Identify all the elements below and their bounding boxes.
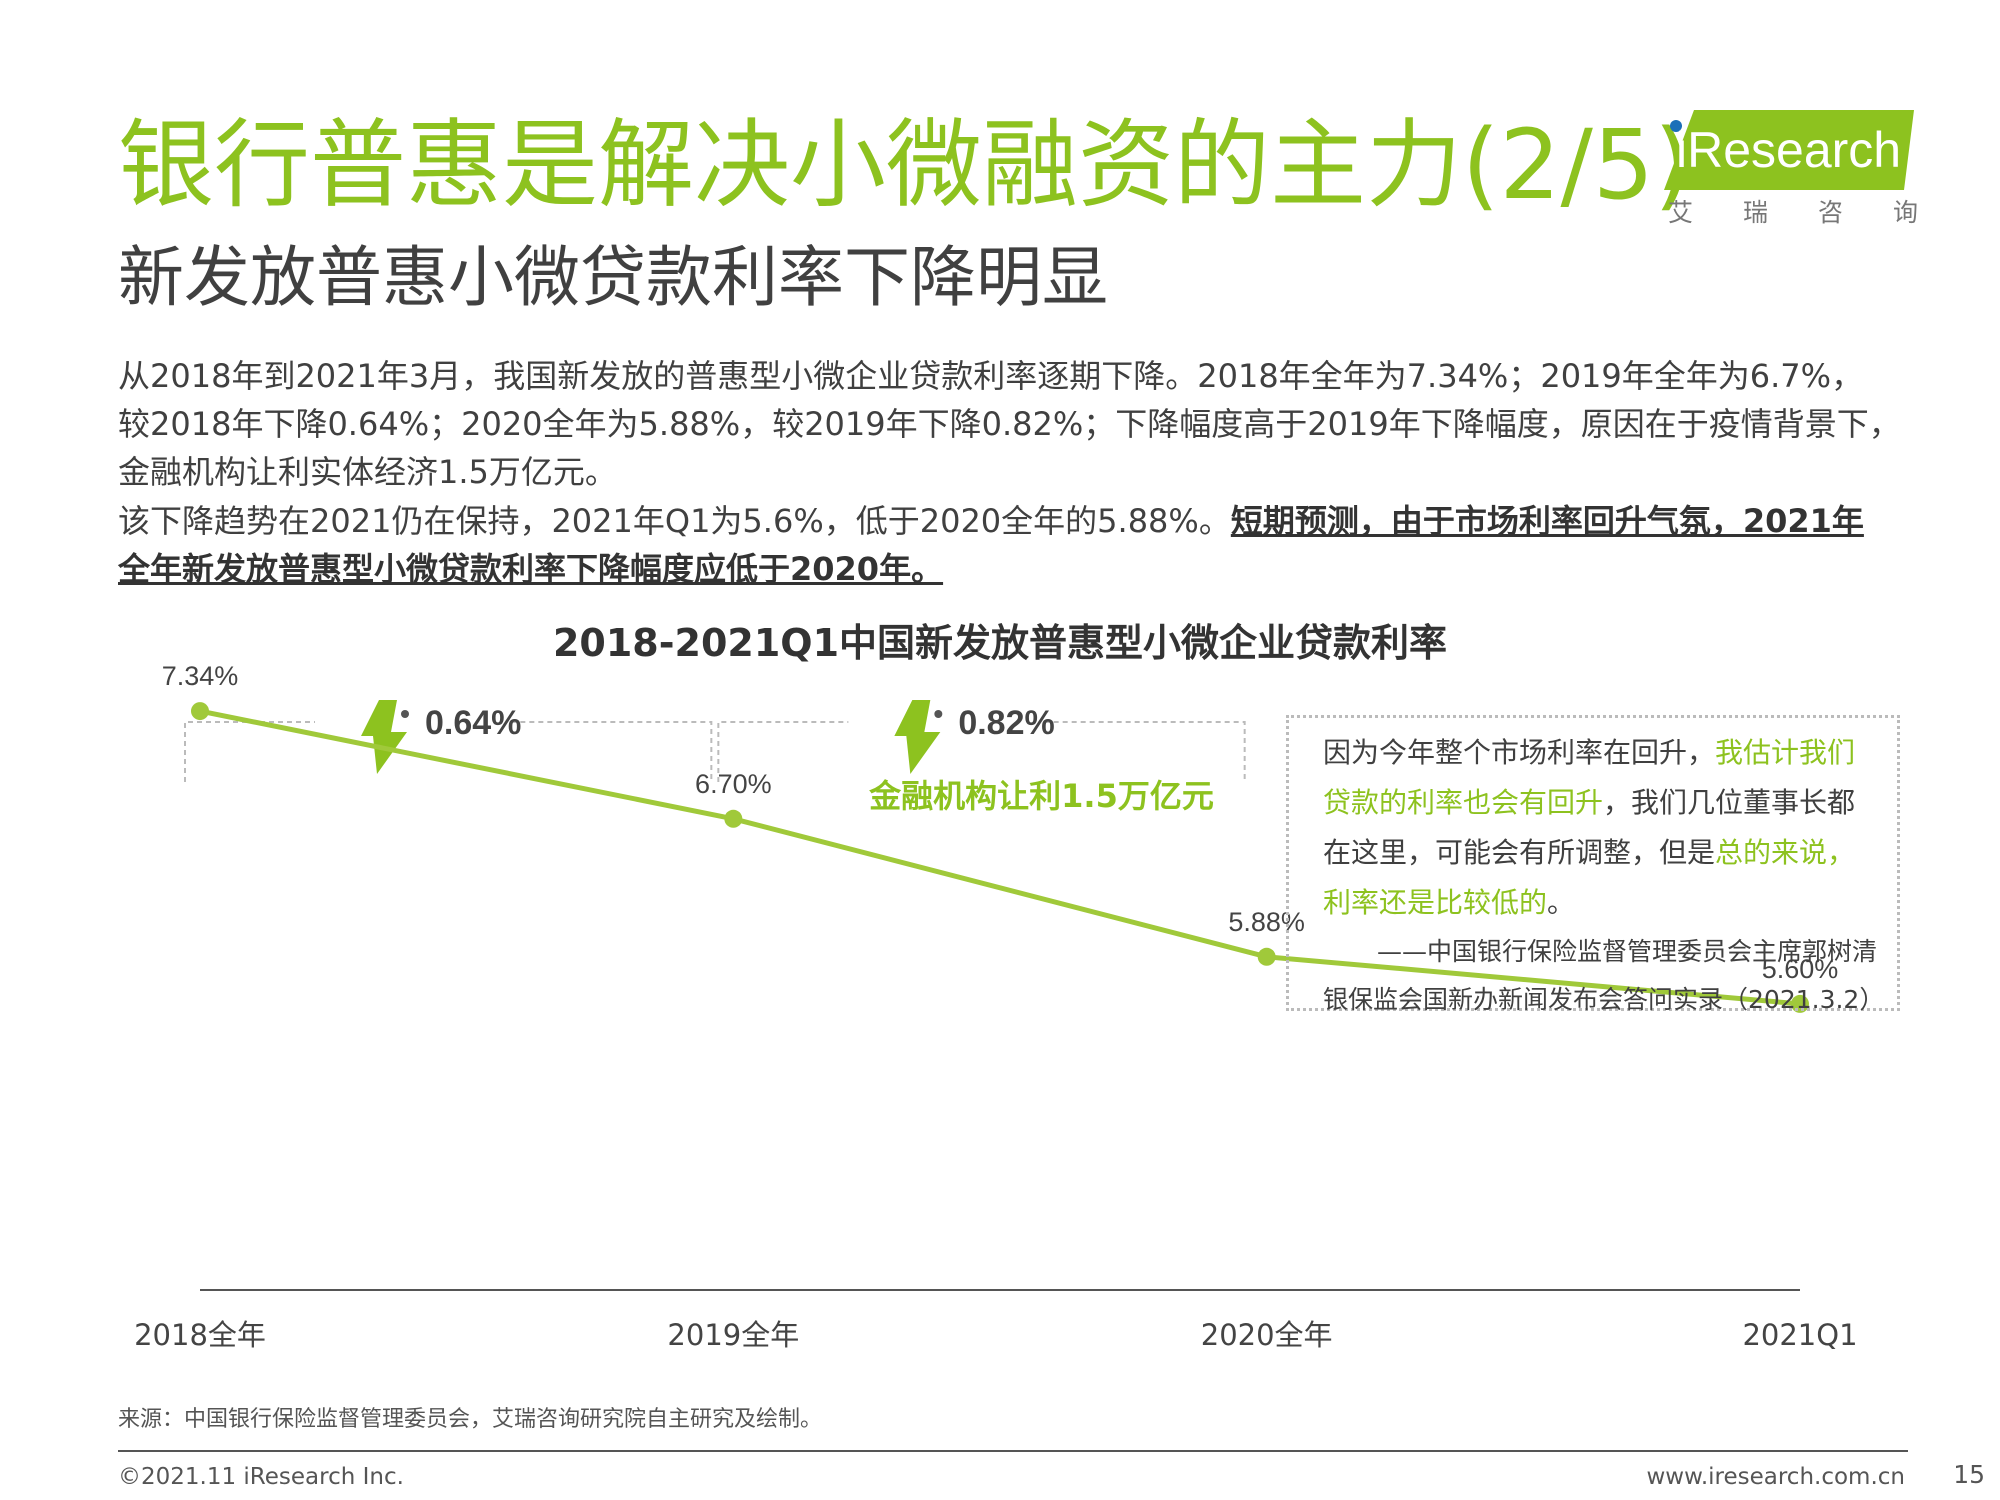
- logo-chinese-name: 艾 瑞 咨 询: [1668, 196, 1918, 230]
- bracket-left: [184, 721, 315, 782]
- decline-annotation: 0.82% 金融机构让利1.5万亿元: [717, 700, 1246, 815]
- body-line: 较2018年下降0.64%；2020全年为5.88%，较2019年下降0.82%…: [118, 405, 1901, 443]
- arrow-dot-icon: [934, 710, 943, 718]
- quote-text: 因为今年整个市场利率在回升，我估计我们贷款的利率也会有回升，我们几位董事长都在这…: [1323, 728, 1883, 928]
- data-label: 6.70%: [695, 769, 772, 799]
- x-tick-label: 2019全年: [667, 1318, 799, 1352]
- down-arrow-icon: [361, 700, 407, 774]
- x-tick-label: 2018全年: [134, 1318, 266, 1352]
- body-line: 全年新发放普惠型小微贷款利率下降幅度应低于2020年。: [118, 545, 1918, 593]
- logo-char: 咨: [1817, 198, 1843, 227]
- body-line: 该下降趋势在2021仍在保持，2021年Q1为5.6%，低于2020全年的5.8…: [118, 497, 1918, 545]
- x-tick-label: 2021Q1: [1742, 1318, 1857, 1352]
- website-link[interactable]: www.iresearch.com.cn: [1646, 1464, 1906, 1490]
- data-label: 5.60%: [1762, 954, 1839, 984]
- chart-title: 2018-2021Q1中国新发放普惠型小微企业贷款利率: [552, 621, 1448, 665]
- source-note: 来源：中国银行保险监督管理委员会，艾瑞咨询研究院自主研究及绘制。: [118, 1407, 823, 1432]
- para2-forecast-text-cont: 全年新发放普惠型小微贷款利率下降幅度应低于2020年。: [118, 550, 944, 588]
- data-point: [724, 809, 743, 828]
- iresearch-logo: iResearch 艾 瑞 咨 询: [1658, 106, 1920, 236]
- page-subtitle: 新发放普惠小微贷款利率下降明显: [118, 239, 1108, 316]
- arrow-dot-icon: [401, 710, 409, 718]
- para2-normal-text: 该下降趋势在2021仍在保持，2021年Q1为5.6%，低于2020全年的5.8…: [118, 502, 1231, 540]
- logo-wordmark: iResearch: [1676, 122, 1902, 178]
- data-label: 7.34%: [162, 661, 239, 691]
- quote-seg: 因为今年整个市场利率在回升，: [1323, 736, 1716, 769]
- page-title: 银行普惠是解决小微融资的主力(2/5): [118, 109, 1692, 221]
- body-paragraph-1: 从2018年到2021年3月，我国新发放的普惠型小微企业贷款利率逐期下降。201…: [118, 352, 1918, 496]
- decline-annotation: 0.64%: [184, 700, 713, 782]
- bracket-right: [1044, 721, 1246, 782]
- para2-forecast-text: 短期预测，由于市场利率回升气氛，2021年: [1230, 502, 1864, 540]
- data-point: [191, 702, 209, 721]
- footer-divider: [118, 1450, 1908, 1452]
- quote-seg: 。: [1547, 886, 1576, 919]
- down-arrow-icon: [894, 700, 941, 774]
- quote-box: 因为今年整个市场利率在回升，我估计我们贷款的利率也会有回升，我们几位董事长都在这…: [1286, 715, 1900, 1014]
- body-line: 从2018年到2021年3月，我国新发放的普惠型小微企业贷款利率逐期下降。201…: [118, 357, 1864, 395]
- x-tick-labels: 2018全年 2019全年 2020全年 2021Q1: [134, 1318, 1857, 1352]
- decline-label: 0.64%: [425, 704, 521, 742]
- x-tick-label: 2020全年: [1201, 1318, 1333, 1352]
- data-label: 5.88%: [1228, 907, 1305, 937]
- logo-char: 瑞: [1742, 198, 1768, 227]
- quote-attribution: ——中国银行保险监督管理委员会主席郭树清: [1376, 937, 1877, 966]
- bracket-right: [511, 721, 713, 782]
- quote-source: 银保监会国新办新闻发布会答问实录（2021.3.2）: [1323, 985, 1885, 1014]
- decline-label: 0.82%: [958, 704, 1054, 742]
- annotation-layer: 0.64% 0.82% 金融机构让利1.5万亿元: [184, 700, 1246, 815]
- quote-highlight: 总的来说，利率还是比较低的: [1323, 836, 1856, 919]
- body-paragraph-2: 该下降趋势在2021仍在保持，2021年Q1为5.6%，低于2020全年的5.8…: [118, 497, 1918, 593]
- page-number: 15: [1953, 1460, 1985, 1489]
- body-line: 金融机构让利实体经济1.5万亿元。: [118, 453, 617, 491]
- logo-band: [1664, 110, 1914, 190]
- series-line: [199, 708, 1801, 1007]
- logo-char: 艾: [1668, 198, 1694, 227]
- logo-dot-icon: [1670, 120, 1682, 132]
- copyright: ©2021.11 iResearch Inc.: [118, 1464, 404, 1490]
- logo-char: 询: [1892, 198, 1918, 227]
- bracket-left: [717, 721, 849, 782]
- quote-seg: ，我们几位董事长都在这里，可能会有所调整，但是: [1323, 786, 1856, 869]
- annotation-note: 金融机构让利1.5万亿元: [868, 777, 1214, 815]
- data-labels: 7.34% 6.70% 5.88% 5.60%: [162, 661, 1839, 984]
- data-point: [1257, 947, 1276, 966]
- quote-highlight: 我估计我们贷款的利率也会有回升: [1323, 736, 1856, 819]
